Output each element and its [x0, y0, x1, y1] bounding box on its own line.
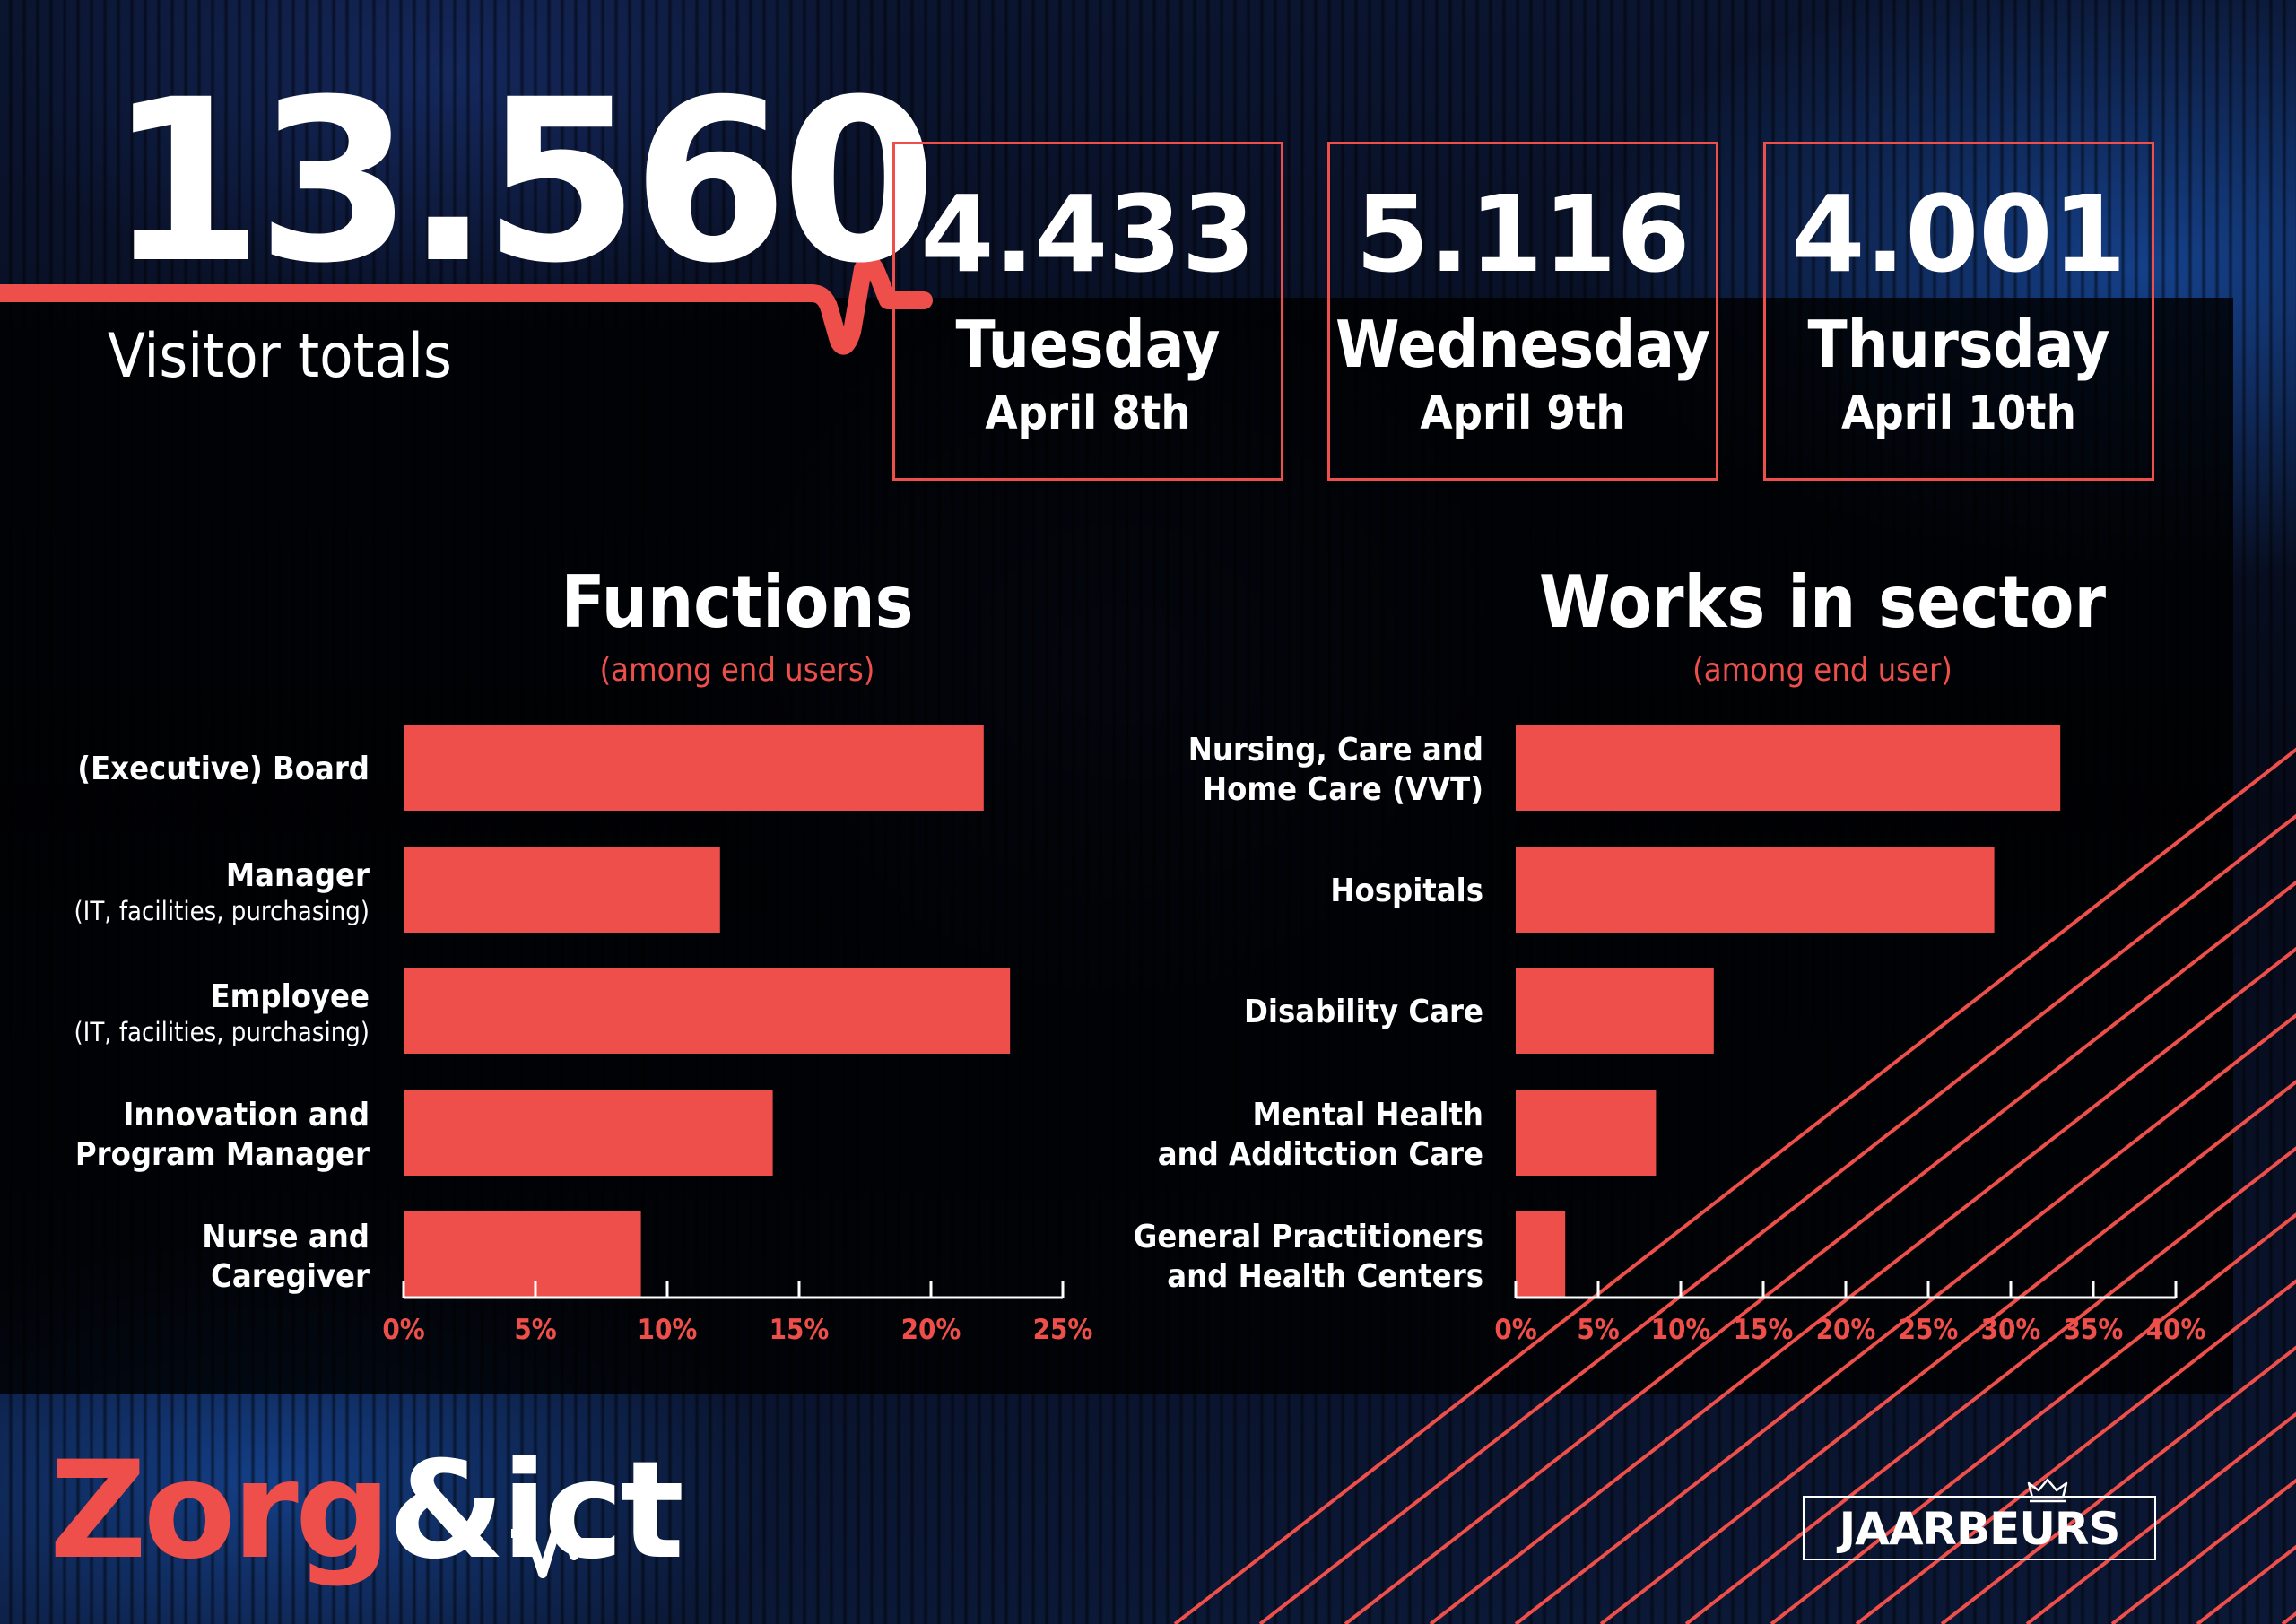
x-tick-label: 25% [1899, 1314, 1959, 1346]
x-tick-label: 30% [1981, 1314, 2041, 1346]
bar [404, 847, 720, 933]
bar [1516, 968, 1714, 1054]
category-detail: (IT, facilities, purchasing) [74, 896, 370, 926]
day-date: April 8th [985, 386, 1191, 440]
bar [1516, 1211, 1566, 1298]
diagonal-stripe [1514, 1012, 2296, 1624]
total-label: Visitor totals [108, 321, 452, 392]
x-tick-label: 40% [2146, 1314, 2206, 1346]
category-label: Program Manager [75, 1136, 370, 1173]
pulse-icon [511, 1511, 614, 1578]
bar [1516, 1090, 1657, 1176]
category-label: Caregiver [211, 1258, 370, 1295]
category-detail: (IT, facilities, purchasing) [74, 1017, 370, 1047]
day-count: 4.433 [920, 172, 1256, 296]
x-tick-label: 5% [514, 1314, 556, 1346]
day-card-wednesday: 5.116 Wednesday April 9th [1327, 142, 1718, 481]
diagonal-stripe [1173, 747, 2296, 1624]
bar [404, 968, 1011, 1054]
diagonal-stripe [1770, 1212, 2296, 1624]
x-tick-label: 5% [1577, 1314, 1619, 1346]
jaarbeurs-logo: JAARBEURS [1803, 1496, 2156, 1560]
day-count: 4.001 [1791, 172, 2126, 296]
category-label: Mental Health [1252, 1097, 1483, 1133]
x-tick-label: 25% [1033, 1314, 1093, 1346]
day-weekday: Tuesday [955, 307, 1221, 382]
functions-chart-subtitle: (among end users) [599, 652, 875, 689]
logo-zorg-text: Zorg [49, 1433, 391, 1589]
diagonal-stripe [1940, 1345, 2296, 1624]
crown-icon [2027, 1478, 2068, 1503]
diagonal-stripe [2025, 1411, 2296, 1624]
x-tick-label: 10% [638, 1314, 698, 1346]
diagonal-stripe [1344, 880, 2296, 1624]
day-card-thursday: 4.001 Thursday April 10th [1763, 142, 2154, 481]
diagonal-stripes [1173, 747, 2296, 1624]
category-label: General Practitioners [1134, 1219, 1483, 1255]
bar [1516, 725, 2061, 811]
sector-chart-subtitle: (among end user) [1692, 652, 1952, 689]
day-weekday: Wednesday [1335, 307, 1710, 382]
day-card-tuesday: 4.433 Tuesday April 8th [892, 142, 1283, 481]
diagonal-stripe [1429, 946, 2296, 1624]
category-label: Disability Care [1244, 994, 1483, 1030]
category-label: Nursing, Care and [1188, 732, 1483, 769]
heartbeat-line [0, 254, 933, 355]
day-date: April 9th [1420, 386, 1626, 440]
functions-chart-title: Functions [561, 560, 914, 644]
x-tick-label: 15% [1734, 1314, 1794, 1346]
category-label: Nurse and [202, 1219, 370, 1255]
category-label: Employee [211, 978, 370, 1015]
day-date: April 10th [1841, 386, 2076, 440]
x-tick-label: 35% [2064, 1314, 2124, 1346]
bar [404, 1090, 773, 1176]
category-label: Home Care (VVT) [1203, 771, 1483, 808]
bar [404, 725, 984, 811]
x-tick-label: 0% [382, 1314, 424, 1346]
diagonal-stripe [1599, 1079, 2296, 1624]
x-tick-label: 15% [770, 1314, 830, 1346]
day-count: 5.116 [1355, 172, 1691, 296]
total-visitors: 13.560 [108, 51, 937, 312]
x-tick-label: 20% [901, 1314, 961, 1346]
x-tick-label: 20% [1816, 1314, 1876, 1346]
category-label: Manager [226, 857, 370, 894]
bar [404, 1211, 641, 1298]
diagonal-stripe [1684, 1146, 2296, 1624]
diagonal-stripe [1855, 1279, 2296, 1624]
category-label: Hospitals [1330, 873, 1483, 909]
sector-chart-title: Works in sector [1539, 560, 2106, 644]
diagonal-stripe [1258, 813, 2296, 1624]
x-tick-label: 10% [1651, 1314, 1711, 1346]
x-tick-label: 0% [1494, 1314, 1536, 1346]
bar [1516, 847, 1995, 933]
category-label: and Additction Care [1158, 1136, 1483, 1173]
category-label: and Health Centers [1167, 1258, 1483, 1295]
category-label: Innovation and [123, 1097, 370, 1133]
day-weekday: Thursday [1807, 307, 2110, 382]
category-label: (Executive) Board [77, 751, 370, 787]
